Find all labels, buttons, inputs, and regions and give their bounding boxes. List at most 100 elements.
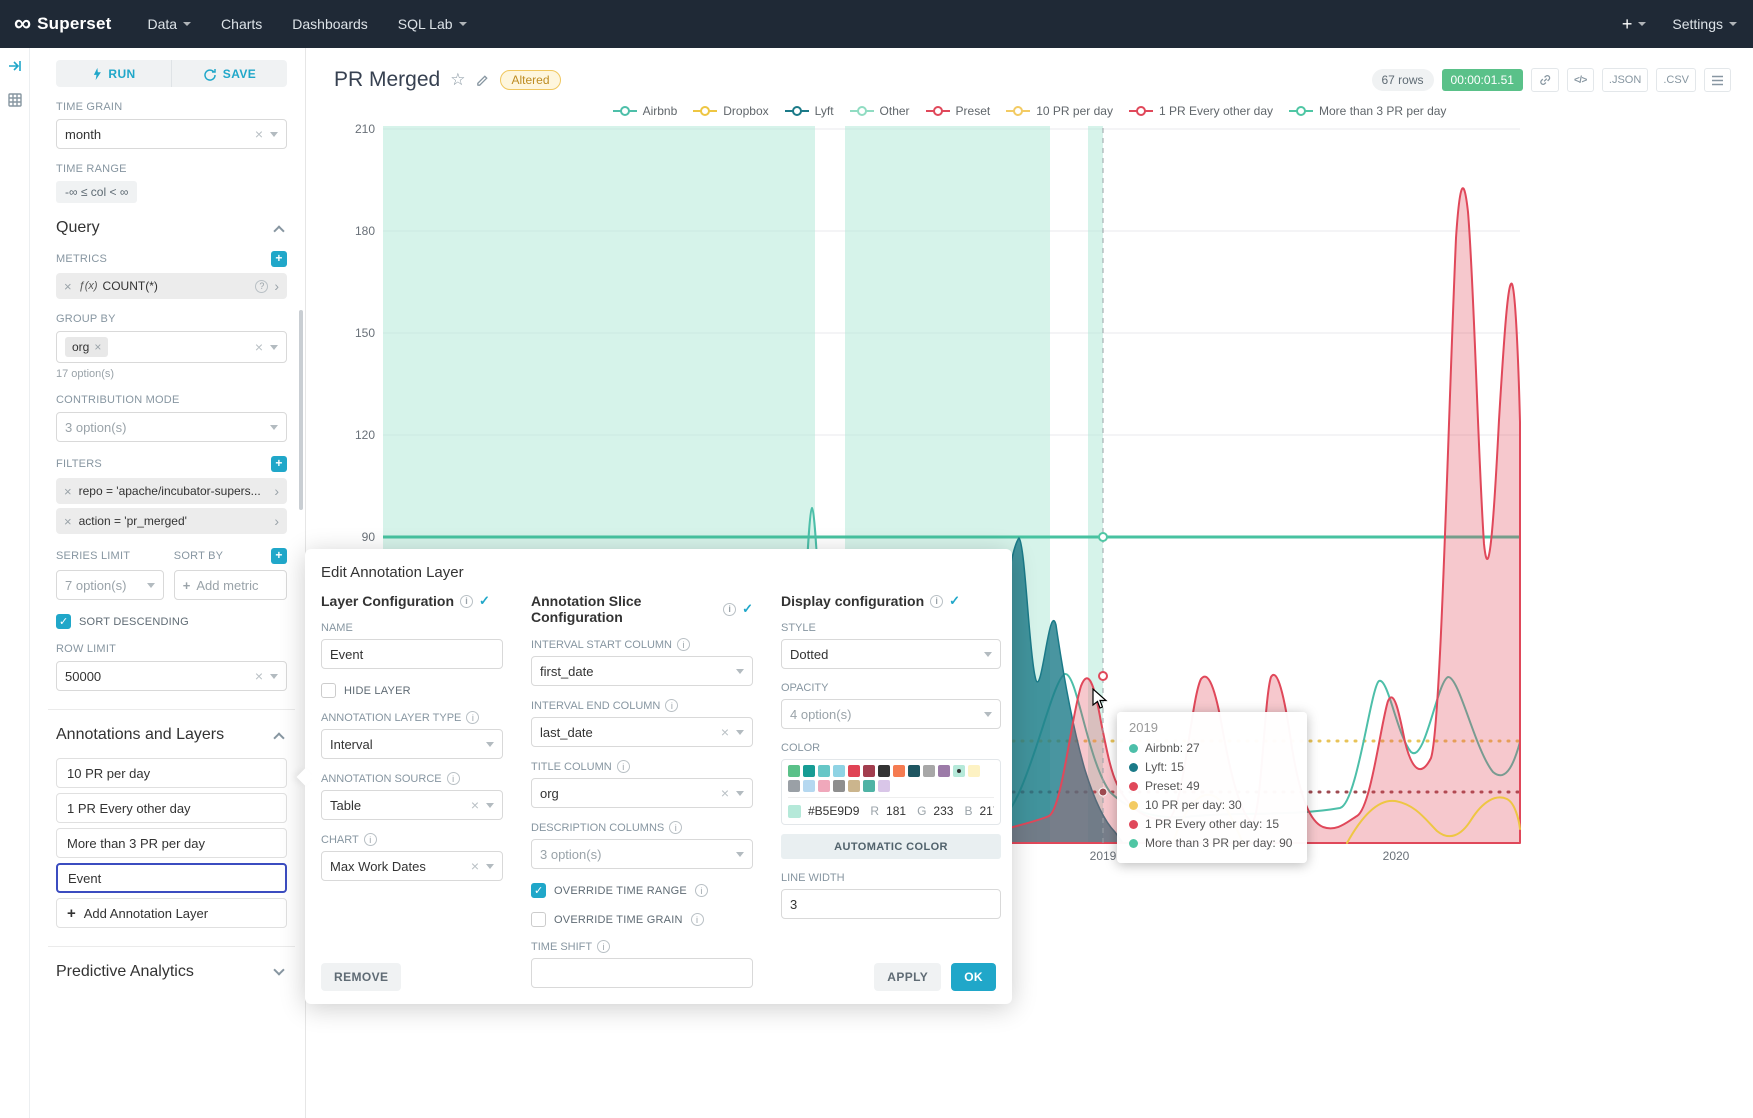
remove-icon[interactable]: × xyxy=(94,340,101,354)
panel-scrollbar[interactable] xyxy=(299,310,303,510)
run-button[interactable]: RUN xyxy=(56,60,171,87)
superset-logo[interactable]: ∞ Superset xyxy=(14,12,111,36)
info-icon[interactable]: i xyxy=(930,595,943,608)
chart-menu-button[interactable] xyxy=(1704,68,1731,92)
dataset-grid-icon[interactable] xyxy=(8,93,22,112)
legend-item-dropbox[interactable]: Dropbox xyxy=(693,104,768,118)
color-swatch[interactable] xyxy=(848,780,860,792)
hex-value[interactable]: #B5E9D9 xyxy=(808,804,859,818)
remove-button[interactable]: REMOVE xyxy=(321,963,401,991)
clear-icon[interactable]: × xyxy=(721,786,729,800)
override-time-range-row[interactable]: OVERRIDE TIME RANGE i xyxy=(531,883,753,898)
legend-item-more-than-3-pr-per-day[interactable]: More than 3 PR per day xyxy=(1289,104,1446,118)
color-swatch[interactable] xyxy=(833,765,845,777)
annotation-layer-item[interactable]: Event xyxy=(56,863,287,893)
color-swatch[interactable] xyxy=(818,780,830,792)
remove-icon[interactable]: × xyxy=(64,484,72,499)
color-swatch[interactable] xyxy=(788,780,800,792)
filter-chip[interactable]: ×action = 'pr_merged'› xyxy=(56,508,287,534)
time-grain-select[interactable]: month × xyxy=(56,119,287,149)
clear-icon[interactable]: × xyxy=(255,127,263,141)
color-swatch[interactable] xyxy=(953,765,965,777)
description-columns-select[interactable]: 3 option(s) xyxy=(531,839,753,869)
altered-badge[interactable]: Altered xyxy=(500,70,560,90)
legend-item-1-pr-every-other-day[interactable]: 1 PR Every other day xyxy=(1129,104,1273,118)
title-column-select[interactable]: org × xyxy=(531,778,753,808)
automatic-color-button[interactable]: AUTOMATIC COLOR xyxy=(781,834,1001,859)
color-swatch[interactable] xyxy=(863,780,875,792)
time-range-value[interactable]: -∞ ≤ col < ∞ xyxy=(56,181,137,203)
hide-layer-checkbox[interactable] xyxy=(321,683,336,698)
color-swatch[interactable] xyxy=(833,780,845,792)
info-icon[interactable]: i xyxy=(460,595,473,608)
group-by-select[interactable]: org × × xyxy=(56,331,287,363)
filter-chip[interactable]: ×repo = 'apache/incubator-supers...› xyxy=(56,478,287,504)
clear-icon[interactable]: × xyxy=(255,340,263,354)
export-json-button[interactable]: .JSON xyxy=(1602,68,1648,92)
add-metric-button[interactable]: + xyxy=(271,251,287,267)
copy-link-button[interactable] xyxy=(1531,68,1559,92)
chart-select[interactable]: Max Work Dates × xyxy=(321,851,503,881)
color-swatch[interactable] xyxy=(803,765,815,777)
sort-descending-row[interactable]: SORT DESCENDING xyxy=(56,614,287,629)
override-time-range-checkbox[interactable] xyxy=(531,883,546,898)
color-swatch[interactable] xyxy=(923,765,935,777)
nav-item-sql-lab[interactable]: SQL Lab xyxy=(398,16,467,32)
annotation-layer-item[interactable]: 10 PR per day xyxy=(56,758,287,788)
legend-item-lyft[interactable]: Lyft xyxy=(785,104,834,118)
predictive-section-header[interactable]: Predictive Analytics xyxy=(56,963,287,981)
annotation-source-select[interactable]: Table × xyxy=(321,790,503,820)
color-swatch[interactable] xyxy=(938,765,950,777)
interval-end-select[interactable]: last_date × xyxy=(531,717,753,747)
expand-panel-icon[interactable] xyxy=(7,58,23,79)
annotation-layer-item[interactable]: 1 PR Every other day xyxy=(56,793,287,823)
interval-start-select[interactable]: first_date xyxy=(531,656,753,686)
remove-icon[interactable]: × xyxy=(64,514,72,529)
style-select[interactable]: Dotted xyxy=(781,639,1001,669)
metric-chip[interactable]: × ƒ(x) COUNT(*) ? › xyxy=(56,273,287,299)
sort-by-control[interactable]: + Add metric xyxy=(174,570,287,600)
hide-layer-row[interactable]: HIDE LAYER xyxy=(321,683,503,698)
remove-icon[interactable]: × xyxy=(64,279,72,294)
favorite-star-icon[interactable]: ☆ xyxy=(450,70,465,90)
color-swatch[interactable] xyxy=(803,780,815,792)
save-button[interactable]: SAVE xyxy=(171,60,287,87)
info-icon[interactable]: i xyxy=(695,884,708,897)
color-swatch[interactable] xyxy=(908,765,920,777)
r-value[interactable]: 181 xyxy=(886,804,906,818)
annotations-section-header[interactable]: Annotations and Layers xyxy=(56,726,287,744)
series-limit-select[interactable]: 7 option(s) xyxy=(56,570,164,600)
apply-button[interactable]: APPLY xyxy=(874,963,941,991)
color-swatch[interactable] xyxy=(863,765,875,777)
override-time-grain-checkbox[interactable] xyxy=(531,912,546,927)
contribution-mode-select[interactable]: 3 option(s) xyxy=(56,412,287,442)
info-icon[interactable]: i xyxy=(466,711,479,724)
ok-button[interactable]: OK xyxy=(951,963,996,991)
info-icon[interactable]: i xyxy=(364,833,377,846)
clear-icon[interactable]: × xyxy=(721,725,729,739)
override-time-grain-row[interactable]: OVERRIDE TIME GRAIN i xyxy=(531,912,753,927)
export-csv-button[interactable]: .CSV xyxy=(1656,68,1696,92)
info-icon[interactable]: i xyxy=(665,699,678,712)
legend-item-preset[interactable]: Preset xyxy=(926,104,991,118)
group-by-chip[interactable]: org × xyxy=(65,337,108,357)
info-icon[interactable]: i xyxy=(597,940,610,953)
legend-item-10-pr-per-day[interactable]: 10 PR per day xyxy=(1006,104,1113,118)
info-icon[interactable]: i xyxy=(617,760,630,773)
clear-icon[interactable]: × xyxy=(255,669,263,683)
color-swatch[interactable] xyxy=(818,765,830,777)
sort-descending-checkbox[interactable] xyxy=(56,614,71,629)
embed-code-button[interactable]: </> xyxy=(1567,68,1594,92)
legend-item-airbnb[interactable]: Airbnb xyxy=(613,104,678,118)
name-input[interactable] xyxy=(321,639,503,669)
annotation-layer-type-select[interactable]: Interval xyxy=(321,729,503,759)
nav-item-charts[interactable]: Charts xyxy=(221,16,262,32)
color-swatch[interactable] xyxy=(968,765,980,777)
opacity-select[interactable]: 4 option(s) xyxy=(781,699,1001,729)
info-icon[interactable]: i xyxy=(447,772,460,785)
nav-item-dashboards[interactable]: Dashboards xyxy=(292,16,368,32)
add-filter-button[interactable]: + xyxy=(271,456,287,472)
clear-icon[interactable]: × xyxy=(471,859,479,873)
nav-item-data[interactable]: Data xyxy=(147,16,191,32)
b-value[interactable]: 217 xyxy=(979,804,994,818)
